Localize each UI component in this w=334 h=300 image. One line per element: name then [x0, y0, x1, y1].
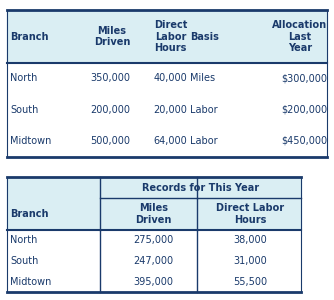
Bar — [7, 177, 301, 230]
Text: Allocation
Last
Year: Allocation Last Year — [272, 20, 327, 53]
Text: $200,000: $200,000 — [281, 105, 327, 115]
Text: South: South — [10, 256, 38, 266]
Text: North: North — [10, 73, 37, 83]
Text: 20,000: 20,000 — [153, 105, 187, 115]
Text: 350,000: 350,000 — [90, 73, 130, 83]
Text: Direct Labor
Hours: Direct Labor Hours — [216, 203, 285, 225]
Text: $450,000: $450,000 — [281, 136, 327, 146]
Text: Miles: Miles — [190, 73, 215, 83]
Text: North: North — [10, 235, 37, 245]
Text: South: South — [10, 105, 38, 115]
Text: Branch: Branch — [10, 32, 48, 41]
Text: Labor: Labor — [190, 105, 218, 115]
Bar — [7, 125, 327, 157]
Text: $300,000: $300,000 — [281, 73, 327, 83]
Text: 55,500: 55,500 — [233, 277, 268, 287]
Text: 200,000: 200,000 — [90, 105, 130, 115]
Text: Midtown: Midtown — [10, 277, 51, 287]
Text: Labor: Labor — [190, 136, 218, 146]
Bar — [7, 230, 301, 250]
Text: Direct
Labor
Hours: Direct Labor Hours — [154, 20, 187, 53]
Text: Branch: Branch — [10, 209, 48, 219]
Text: 500,000: 500,000 — [90, 136, 130, 146]
Text: Records for This Year: Records for This Year — [142, 183, 259, 193]
Bar — [7, 11, 327, 63]
Text: Midtown: Midtown — [10, 136, 51, 146]
Text: 64,000: 64,000 — [153, 136, 187, 146]
Text: Basis: Basis — [190, 32, 219, 41]
Bar — [7, 271, 301, 292]
Text: 38,000: 38,000 — [233, 235, 268, 245]
Bar — [7, 63, 327, 94]
Text: 31,000: 31,000 — [233, 256, 268, 266]
Bar — [7, 250, 301, 271]
Bar — [7, 94, 327, 125]
Text: 395,000: 395,000 — [134, 277, 174, 287]
Text: 275,000: 275,000 — [134, 235, 174, 245]
Text: 40,000: 40,000 — [153, 73, 187, 83]
Text: 247,000: 247,000 — [134, 256, 174, 266]
Text: Miles
Driven: Miles Driven — [94, 26, 130, 47]
Text: Miles
Driven: Miles Driven — [136, 203, 172, 225]
